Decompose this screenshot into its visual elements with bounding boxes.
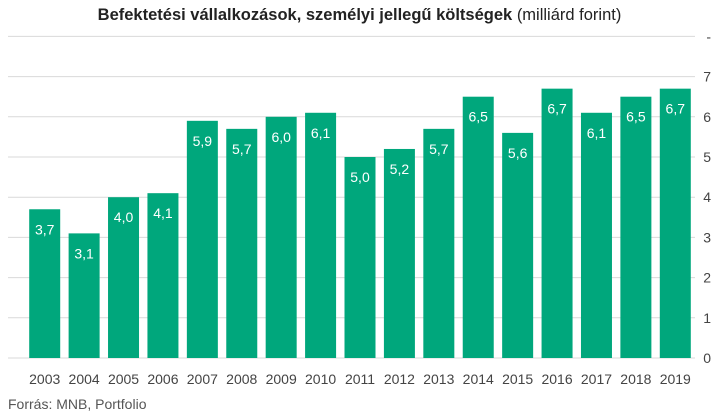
y-tick-label: 4 bbox=[703, 189, 711, 205]
bar bbox=[620, 96, 652, 358]
data-label: 6,5 bbox=[469, 109, 489, 125]
x-tick-label: 2003 bbox=[29, 371, 60, 387]
x-tick-label: 2010 bbox=[305, 371, 336, 387]
bar bbox=[265, 116, 297, 358]
data-label: 5,6 bbox=[508, 145, 528, 161]
data-label: 6,1 bbox=[311, 125, 331, 141]
y-axis-ticks: 0 1 2 3 4 5 6 7 - bbox=[703, 28, 711, 366]
chart-title-main: Befektetési vállalkozások, személyi jell… bbox=[97, 6, 513, 24]
x-axis-ticks: 2003 2004 2005 2006 2007 2008 2009 2010 2011 2012… bbox=[29, 371, 691, 387]
y-tick-label-top: - bbox=[706, 28, 711, 44]
y-tick-label: 7 bbox=[703, 69, 711, 85]
bar bbox=[541, 88, 573, 358]
bar bbox=[580, 112, 612, 358]
x-tick-label: 2012 bbox=[384, 371, 415, 387]
bar bbox=[344, 157, 376, 358]
bar bbox=[226, 128, 258, 358]
x-tick-label: 2014 bbox=[463, 371, 494, 387]
x-tick-label: 2008 bbox=[226, 371, 257, 387]
x-tick-label: 2011 bbox=[345, 371, 375, 387]
x-tick-label: 2015 bbox=[502, 371, 533, 387]
bar bbox=[305, 112, 337, 358]
bar bbox=[423, 128, 455, 358]
x-tick-label: 2004 bbox=[69, 371, 100, 387]
x-tick-label: 2005 bbox=[108, 371, 139, 387]
data-label: 4,1 bbox=[153, 205, 173, 221]
bar bbox=[383, 148, 415, 358]
x-tick-label: 2016 bbox=[541, 371, 572, 387]
y-tick-label: 3 bbox=[703, 229, 711, 245]
x-tick-label: 2007 bbox=[187, 371, 218, 387]
data-label: 5,7 bbox=[429, 141, 449, 157]
data-label: 6,5 bbox=[626, 109, 646, 125]
y-tick-label: 2 bbox=[703, 270, 711, 286]
x-tick-label: 2013 bbox=[423, 371, 454, 387]
data-label: 5,0 bbox=[350, 169, 370, 185]
bar bbox=[462, 96, 494, 358]
data-label: 5,9 bbox=[193, 133, 213, 149]
data-labels: 3,7 3,1 4,0 4,1 5,9 5,7 6,0 6,1 5,0 5,2 5,7 6,5 5,6 6… bbox=[35, 101, 685, 262]
x-tick-label: 2006 bbox=[147, 371, 178, 387]
bar bbox=[147, 193, 179, 358]
bar bbox=[186, 120, 218, 358]
data-label: 6,1 bbox=[587, 125, 607, 141]
bar bbox=[659, 88, 691, 358]
x-tick-label: 2009 bbox=[266, 371, 297, 387]
data-label: 3,1 bbox=[74, 245, 94, 261]
data-label: 6,7 bbox=[666, 101, 686, 117]
data-label: 6,7 bbox=[547, 101, 567, 117]
x-tick-label: 2019 bbox=[660, 371, 691, 387]
data-label: 3,7 bbox=[35, 221, 55, 237]
y-tick-label: 6 bbox=[703, 109, 711, 125]
bar bbox=[29, 209, 61, 358]
data-label: 4,0 bbox=[114, 209, 134, 225]
y-tick-label: 1 bbox=[703, 310, 711, 326]
data-label: 5,7 bbox=[232, 141, 252, 157]
bar bbox=[502, 132, 534, 358]
bar bbox=[68, 233, 100, 358]
y-tick-label: 5 bbox=[703, 149, 711, 165]
chart-title-unit: (milliárd forint) bbox=[516, 6, 622, 24]
chart-title: Befektetési vállalkozások, személyi jell… bbox=[0, 6, 719, 25]
bar bbox=[108, 197, 140, 358]
x-tick-label: 2017 bbox=[581, 371, 612, 387]
y-tick-label: 0 bbox=[703, 350, 711, 366]
data-label: 6,0 bbox=[271, 129, 291, 145]
source-note: Forrás: MNB, Portfolio bbox=[8, 396, 147, 412]
bars bbox=[29, 88, 691, 358]
data-label: 5,2 bbox=[390, 161, 410, 177]
x-tick-label: 2018 bbox=[620, 371, 651, 387]
